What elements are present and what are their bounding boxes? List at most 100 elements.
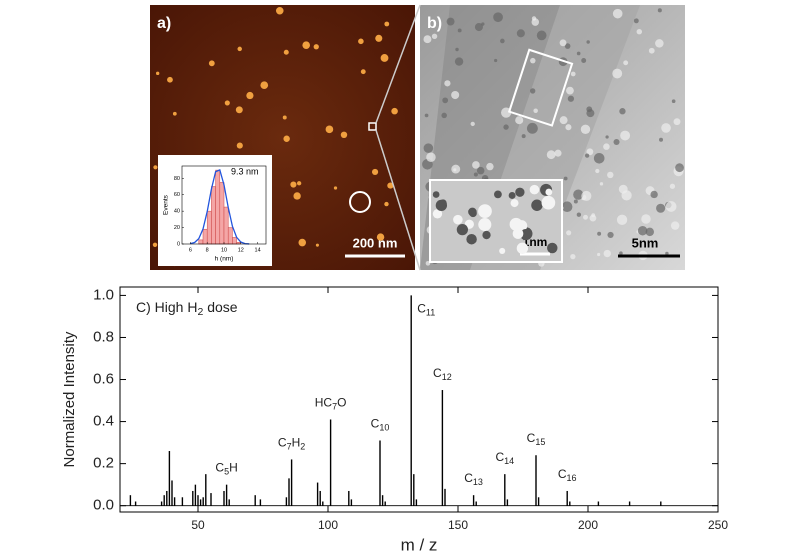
peak-annotation: C16 <box>558 467 577 483</box>
molecule <box>453 214 463 225</box>
molecule <box>586 148 594 156</box>
y-axis-label: Normalized Intensity <box>61 331 78 467</box>
y-tick-label: 20 <box>174 225 180 231</box>
molecule <box>621 190 632 201</box>
molecule <box>499 247 506 254</box>
molecule <box>661 123 671 133</box>
peak-annotation: C5H <box>215 461 237 477</box>
molecule <box>493 12 503 23</box>
particle <box>298 238 307 247</box>
molecule <box>665 201 677 212</box>
zoom-line <box>375 4 421 124</box>
particle <box>172 111 177 116</box>
particle <box>358 38 364 45</box>
x-tick-label: 150 <box>448 518 468 532</box>
zoom-square <box>368 122 377 131</box>
x-tick-label: 50 <box>191 518 205 532</box>
particle <box>153 165 158 170</box>
molecule <box>472 161 480 169</box>
molecule <box>580 124 591 135</box>
molecule <box>486 162 494 171</box>
highlight-circle <box>349 191 371 213</box>
text-part: 7 <box>287 442 292 452</box>
y-tick-label: 40 <box>174 209 180 215</box>
molecule <box>586 109 595 118</box>
x-tick-label: 200 <box>578 518 598 532</box>
y-tick-label: 0.6 <box>93 370 114 387</box>
molecule <box>545 188 553 196</box>
plot-frame <box>119 286 719 513</box>
text-part: 11 <box>426 308 435 318</box>
x-tick-label: 14 <box>255 247 261 253</box>
particle <box>340 131 348 139</box>
text-part: HC <box>315 396 333 410</box>
molecule <box>423 35 432 44</box>
particle <box>315 243 319 247</box>
molecule <box>455 47 459 52</box>
molecule <box>563 176 568 181</box>
molecule <box>423 143 434 153</box>
text-part: H <box>292 436 301 450</box>
particle <box>376 233 385 241</box>
molecule <box>655 39 664 48</box>
y-axis-label: Events <box>163 194 170 215</box>
molecule <box>657 8 662 13</box>
zoom-line <box>375 129 421 271</box>
peak-annotation: C15 <box>527 431 546 447</box>
molecule <box>599 182 604 186</box>
molecule <box>424 113 429 118</box>
molecule <box>665 251 669 256</box>
fit-curve <box>190 169 250 245</box>
molecule <box>570 253 576 260</box>
molecule <box>603 249 611 258</box>
molecule <box>441 112 447 119</box>
molecule <box>432 209 443 219</box>
text-part: C <box>417 302 426 316</box>
y-tick-label: 60 <box>174 192 180 198</box>
molecule <box>457 28 462 33</box>
peak-annotation: C14 <box>495 450 514 466</box>
text-part: C <box>215 461 224 475</box>
molecule <box>593 153 605 164</box>
peak-annotation: HC7O <box>315 396 347 412</box>
molecule <box>470 121 475 127</box>
molecule <box>616 214 628 225</box>
molecule <box>637 225 648 236</box>
peak-annotation: C7H2 <box>278 436 305 452</box>
molecule <box>671 99 676 104</box>
annotation: 9.3 nm <box>231 166 259 176</box>
y-tick-label: 1.0 <box>93 286 114 303</box>
y-tick-label: 0.2 <box>93 455 114 472</box>
molecule <box>659 137 664 142</box>
molecule <box>530 57 536 64</box>
molecule <box>561 201 573 212</box>
peak-annotation: C11 <box>417 302 435 318</box>
hist-bar <box>211 186 216 245</box>
text-part: 15 <box>535 438 545 448</box>
molecule <box>512 228 524 239</box>
molecule <box>515 187 525 197</box>
molecule <box>559 116 568 125</box>
particle <box>275 6 284 15</box>
hist-bar <box>219 182 225 245</box>
molecule <box>530 88 536 94</box>
molecule <box>478 204 492 218</box>
text-part: C <box>558 467 567 481</box>
particle <box>282 115 287 120</box>
molecule <box>566 230 572 236</box>
text-part: 10 <box>379 423 389 433</box>
molecule <box>648 47 655 54</box>
molecule <box>476 166 485 175</box>
x-tick-label: 250 <box>708 518 728 532</box>
text-part: 13 <box>473 478 483 488</box>
molecule <box>431 33 438 40</box>
zoom-box <box>507 48 574 127</box>
hist-bar <box>227 227 233 245</box>
molecule <box>607 171 614 179</box>
molecule <box>564 43 571 49</box>
molecule <box>607 231 614 239</box>
molecule <box>456 223 469 236</box>
scale-bar-label: 5nm <box>632 235 659 250</box>
molecule <box>494 190 502 199</box>
